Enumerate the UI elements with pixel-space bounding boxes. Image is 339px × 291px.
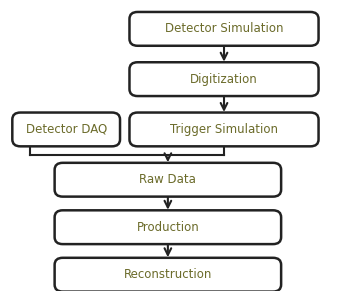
Text: Reconstruction: Reconstruction — [124, 268, 212, 281]
FancyBboxPatch shape — [129, 12, 319, 46]
Text: Detector DAQ: Detector DAQ — [25, 123, 107, 136]
Text: Detector Simulation: Detector Simulation — [165, 22, 283, 36]
Text: Production: Production — [137, 221, 199, 234]
FancyBboxPatch shape — [129, 113, 319, 146]
Text: Trigger Simulation: Trigger Simulation — [170, 123, 278, 136]
FancyBboxPatch shape — [55, 210, 281, 244]
FancyBboxPatch shape — [12, 113, 120, 146]
FancyBboxPatch shape — [129, 62, 319, 96]
FancyBboxPatch shape — [55, 258, 281, 291]
FancyBboxPatch shape — [55, 163, 281, 197]
Text: Digitization: Digitization — [190, 73, 258, 86]
Text: Raw Data: Raw Data — [139, 173, 196, 186]
